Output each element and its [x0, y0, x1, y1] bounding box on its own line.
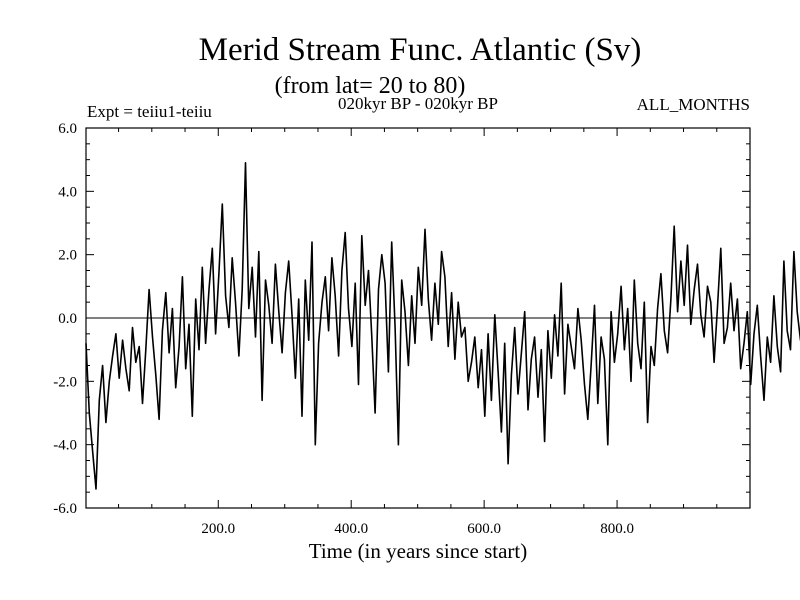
y-tick-label: -6.0	[53, 501, 77, 517]
months-label: ALL_MONTHS	[637, 95, 750, 114]
x-axis-label: Time (in years since start)	[309, 539, 528, 563]
chart-title: Merid Stream Func. Atlantic (Sv)	[199, 32, 642, 68]
series-line	[85, 162, 800, 490]
x-tick-label: 800.0	[600, 521, 634, 537]
y-tick-label: 6.0	[58, 121, 77, 137]
x-tick-label: 200.0	[201, 521, 235, 537]
x-tick-label: 400.0	[334, 521, 368, 537]
plot-frame	[85, 127, 751, 509]
experiment-label: Expt = teiiu1-teiiu	[87, 102, 212, 121]
y-tick-label: -4.0	[53, 438, 77, 454]
y-tick-label: 0.0	[58, 311, 77, 327]
y-tick-label: -2.0	[53, 374, 77, 390]
chart-subtitle: (from lat= 20 to 80)	[275, 73, 466, 99]
y-tick-label: 4.0	[58, 184, 77, 200]
y-tick-label: 2.0	[58, 248, 77, 264]
period-label: 020kyr BP - 020kyr BP	[338, 94, 498, 113]
axis-tick-labels: -6.0 -4.0 -2.0 0.0 2.0 4.0 6.0 200.0 400.0 600.0 8…	[53, 121, 634, 537]
axis-ticks	[86, 127, 751, 509]
x-tick-label: 600.0	[467, 521, 501, 537]
